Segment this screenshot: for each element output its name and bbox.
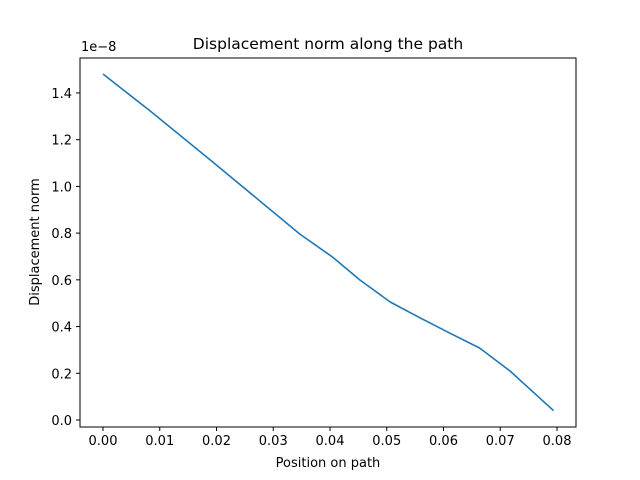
x-tick-label: 0.05	[372, 434, 401, 449]
y-tick-label: 1.0	[51, 180, 72, 195]
y-tick-label: 1.2	[51, 134, 72, 149]
plot-area	[102, 73, 555, 412]
x-axis-ticks: 0.00 0.01 0.02 0.03 0.04 0.05 0.06 0.07 0.08	[89, 427, 572, 449]
y-axis-offset-label: 1e−8	[81, 40, 116, 55]
y-axis-ticks: 0.0 0.2 0.4 0.6 0.8 1.0 1.2 1.4	[51, 87, 80, 429]
x-tick-label: 0.02	[202, 434, 231, 449]
x-tick-label: 0.00	[89, 434, 118, 449]
x-tick-label: 0.04	[316, 434, 345, 449]
y-tick-label: 0.6	[51, 274, 72, 289]
x-axis-label: Position on path	[276, 456, 381, 471]
y-tick-label: 0.2	[51, 367, 72, 382]
x-tick-label: 0.06	[429, 434, 458, 449]
x-tick-label: 0.07	[486, 434, 515, 449]
y-tick-label: 0.8	[51, 227, 72, 242]
chart-title: Displacement norm along the path	[193, 35, 463, 53]
x-tick-label: 0.08	[543, 434, 572, 449]
data-line	[102, 73, 555, 412]
x-tick-label: 0.01	[145, 434, 174, 449]
x-tick-label: 0.03	[259, 434, 288, 449]
y-tick-label: 0.4	[51, 321, 72, 336]
y-axis-label: Displacement norm	[28, 178, 43, 305]
y-tick-label: 0.0	[51, 414, 72, 429]
y-tick-label: 1.4	[51, 87, 72, 102]
axes-frame	[79, 57, 577, 428]
